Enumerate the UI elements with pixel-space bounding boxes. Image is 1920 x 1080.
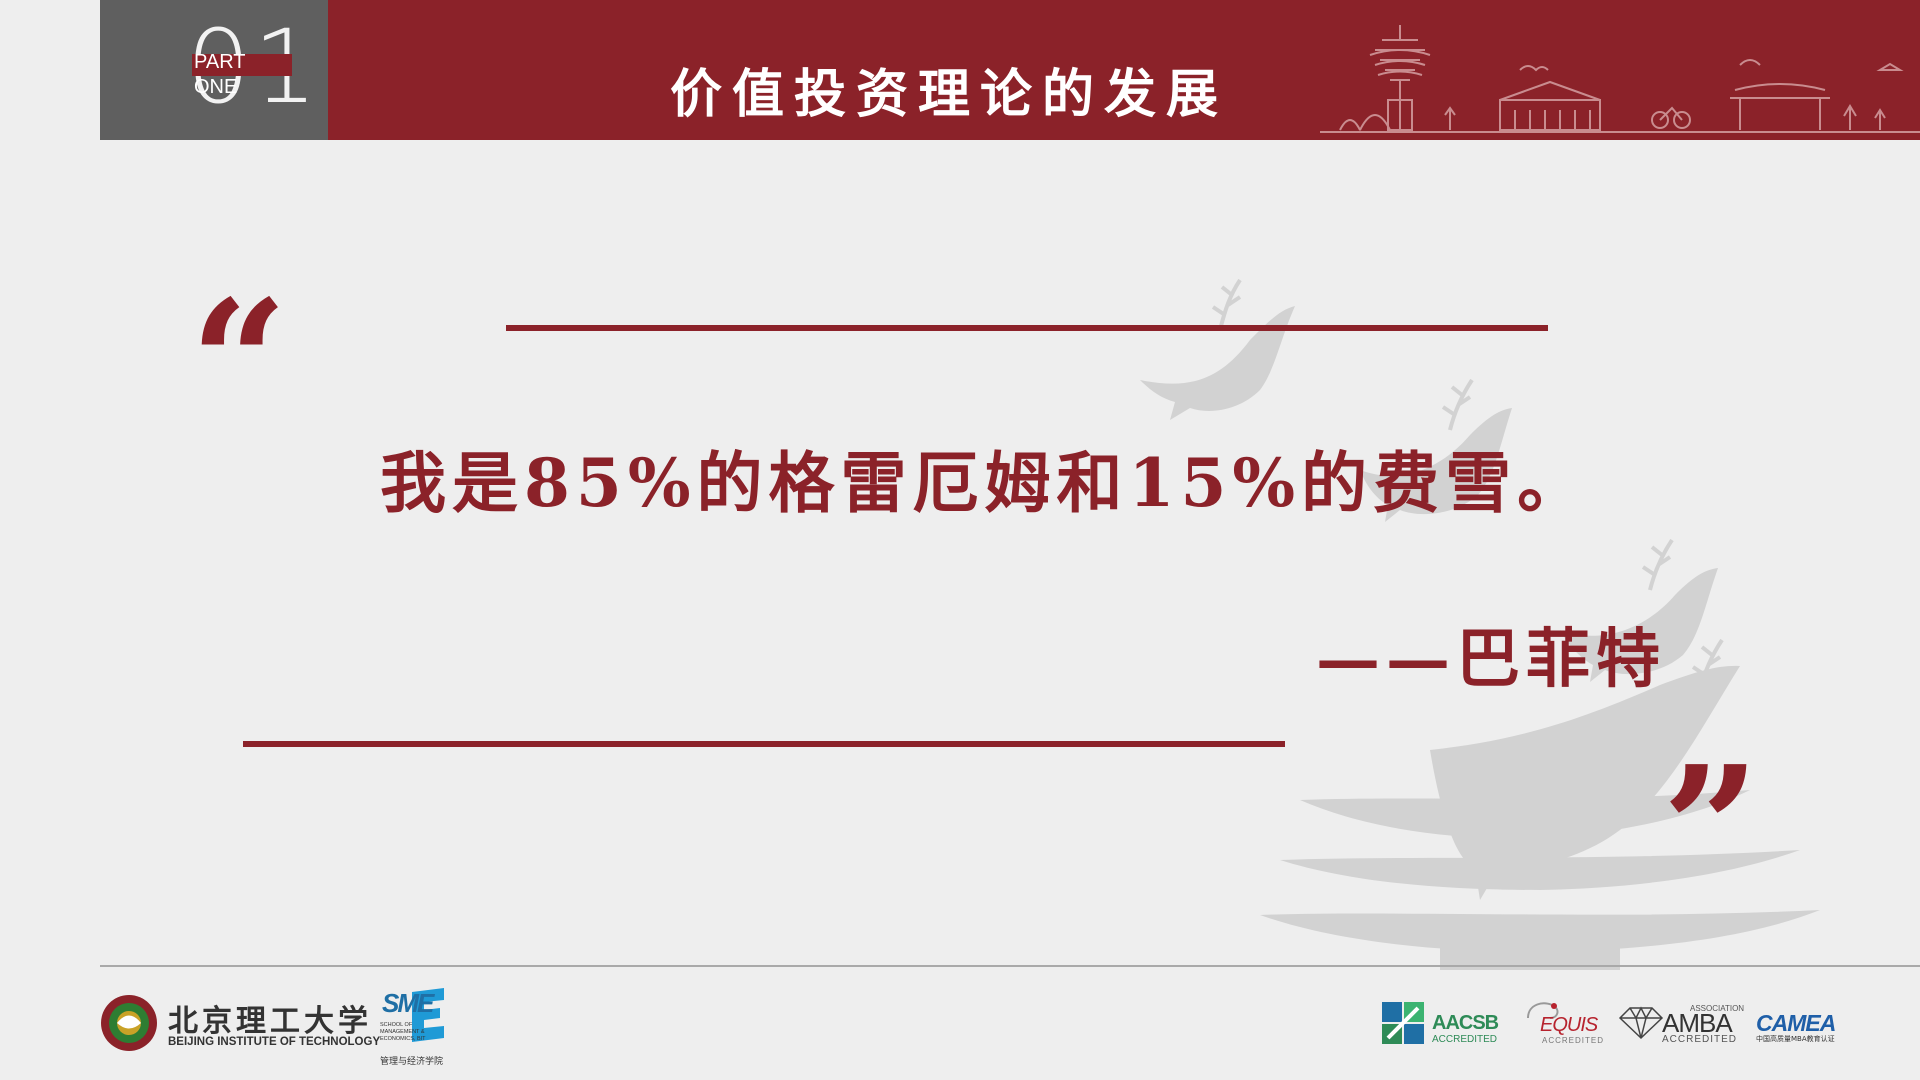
equis-name: EQUIS: [1540, 1014, 1598, 1036]
page-title: 价值投资理论的发展: [670, 64, 1229, 125]
camea-name: CAMEA: [1756, 1010, 1836, 1036]
equis-sub: ACCREDITED: [1542, 1036, 1605, 1045]
title-bar: [328, 0, 1920, 140]
close-quote-mark: ”: [1662, 729, 1760, 929]
quote-text: 我是85%的格雷厄姆和15%的费雪。: [380, 444, 1590, 522]
amba-diamond-icon: [1618, 1006, 1664, 1040]
aacsb-sub: ACCREDITED: [1432, 1034, 1498, 1045]
sme-logo-icon: [412, 988, 444, 1042]
school-name-en: SCHOOL OF MANAGEMENT & ECONOMICS, BIT: [380, 1022, 426, 1042]
top-rule: [506, 325, 1548, 331]
amba-association: ASSOCIATION: [1690, 1004, 1745, 1013]
equis-icon: [1527, 1002, 1559, 1019]
amba-sub: ACCREDITED: [1662, 1034, 1738, 1045]
amba-name: AMBA: [1662, 1008, 1733, 1038]
dove-watermark-icon: [1140, 278, 1820, 970]
part-label-line2: ONE: [194, 76, 238, 98]
skyline-illustration-icon: [1320, 25, 1920, 133]
part-label-line1: PART: [194, 51, 246, 73]
bit-seal-icon: [101, 995, 157, 1051]
footer-divider: [100, 965, 1920, 967]
aacsb-name: AACSB: [1432, 1012, 1499, 1034]
part-indicator: 01 PART ONE: [100, 0, 328, 140]
aacsb-icon: [1382, 1002, 1424, 1044]
school-name-cn: 管理与经济学院: [380, 1057, 444, 1067]
quote-attribution: ——巴菲特: [1316, 622, 1666, 697]
part-label-text: PART ONE: [194, 50, 246, 100]
university-name-en: BEIJING INSTITUTE OF TECHNOLOGY: [168, 1036, 381, 1048]
open-quote-mark: “: [190, 263, 288, 463]
bottom-rule: [243, 741, 1285, 747]
school-mark: SME: [382, 988, 434, 1018]
university-name-cn: 北京理工大学: [168, 1004, 372, 1039]
part-label-bar: [192, 54, 292, 76]
camea-sub: 中国高质量MBA教育认证: [1756, 1035, 1835, 1043]
